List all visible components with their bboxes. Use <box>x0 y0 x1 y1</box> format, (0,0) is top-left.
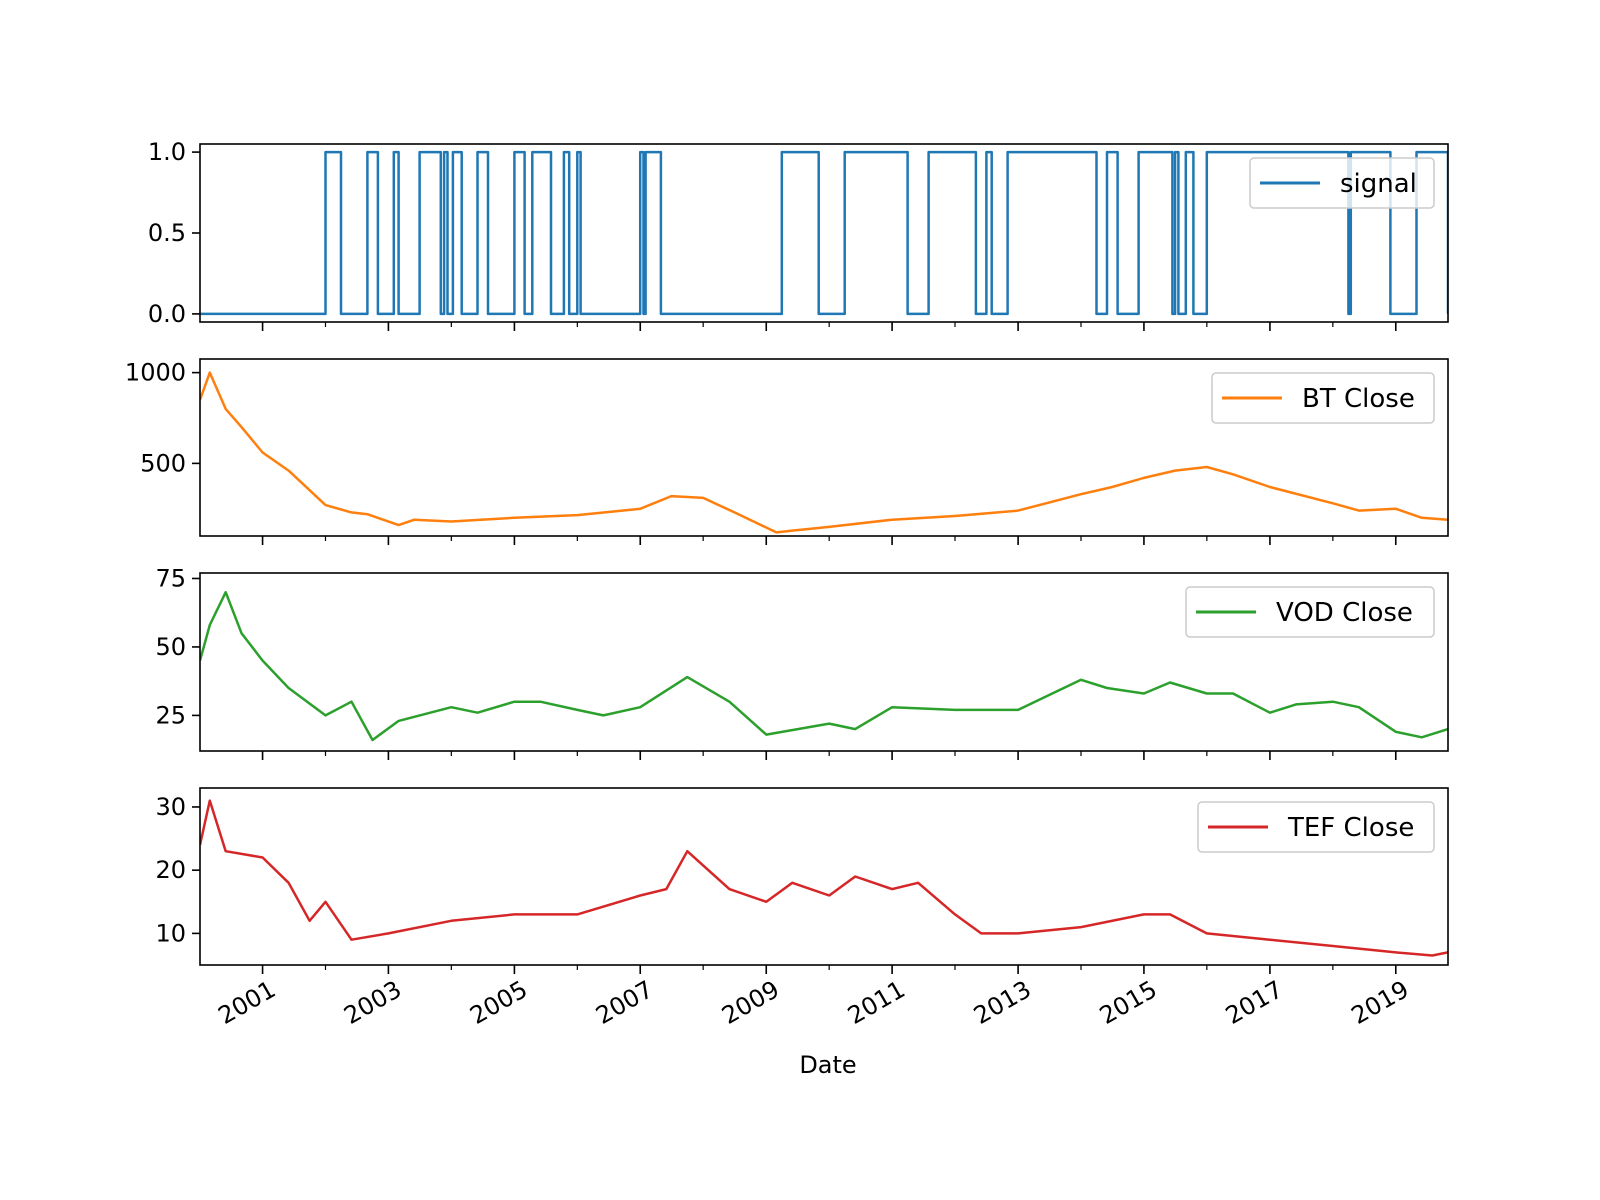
legend-label: VOD Close <box>1276 598 1413 628</box>
x-tick-label: 2007 <box>591 975 658 1030</box>
legend-box <box>1211 372 1435 424</box>
y-tick-label: 25 <box>155 701 186 729</box>
y-tick-label: 75 <box>155 564 186 592</box>
x-axis-label: Date <box>799 1051 856 1079</box>
legend-box <box>1249 157 1435 209</box>
legend-label: BT Close <box>1302 384 1415 414</box>
series-line-tef-close <box>200 799 1448 957</box>
series-line-signal <box>200 150 1448 316</box>
x-tick-label: 2019 <box>1347 975 1414 1030</box>
y-tick-label: 10 <box>155 919 186 947</box>
y-tick-label: 0.0 <box>148 300 186 328</box>
y-tick-label: 0.5 <box>148 219 186 247</box>
panel-tef-close: 10 20 30 TEF Close <box>155 787 1449 974</box>
y-tick-label: 50 <box>155 633 186 661</box>
x-tick-label: 2003 <box>339 975 406 1030</box>
panel-bt-close: 500 1000 BT Close <box>125 358 1449 545</box>
x-tick-label: 2017 <box>1221 975 1288 1030</box>
legend-box <box>1185 586 1435 638</box>
legend: BT Close <box>1211 372 1435 424</box>
series-line-vod-close <box>200 590 1448 742</box>
x-tick-label: 2015 <box>1095 975 1162 1030</box>
y-tick-label: 20 <box>155 856 186 884</box>
legend-box <box>1197 801 1435 853</box>
panel-vod-close: 25 50 75 VOD Close <box>155 564 1449 760</box>
y-tick-label: 1000 <box>125 359 186 387</box>
x-tick-label: 2011 <box>843 975 910 1030</box>
axes-frame <box>199 572 1449 752</box>
legend-label: signal <box>1340 169 1417 199</box>
x-tick-label: 2001 <box>213 975 280 1030</box>
y-tick-label: 1.0 <box>148 138 186 166</box>
x-tick-label: 2009 <box>717 975 784 1030</box>
legend: VOD Close <box>1185 586 1435 638</box>
panel-signal: 0.0 0.5 1.0 signal <box>148 138 1449 331</box>
legend: signal <box>1249 157 1435 209</box>
series-line-bt-close <box>200 371 1448 534</box>
x-tick-label: 2013 <box>969 975 1036 1030</box>
axes-frame <box>199 358 1449 537</box>
legend: TEF Close <box>1197 801 1435 853</box>
axes-frame <box>199 787 1449 966</box>
y-tick-label: 500 <box>140 449 186 477</box>
x-tick-label: 2005 <box>465 975 532 1030</box>
y-tick-label: 30 <box>155 793 186 821</box>
legend-label: TEF Close <box>1287 813 1414 843</box>
